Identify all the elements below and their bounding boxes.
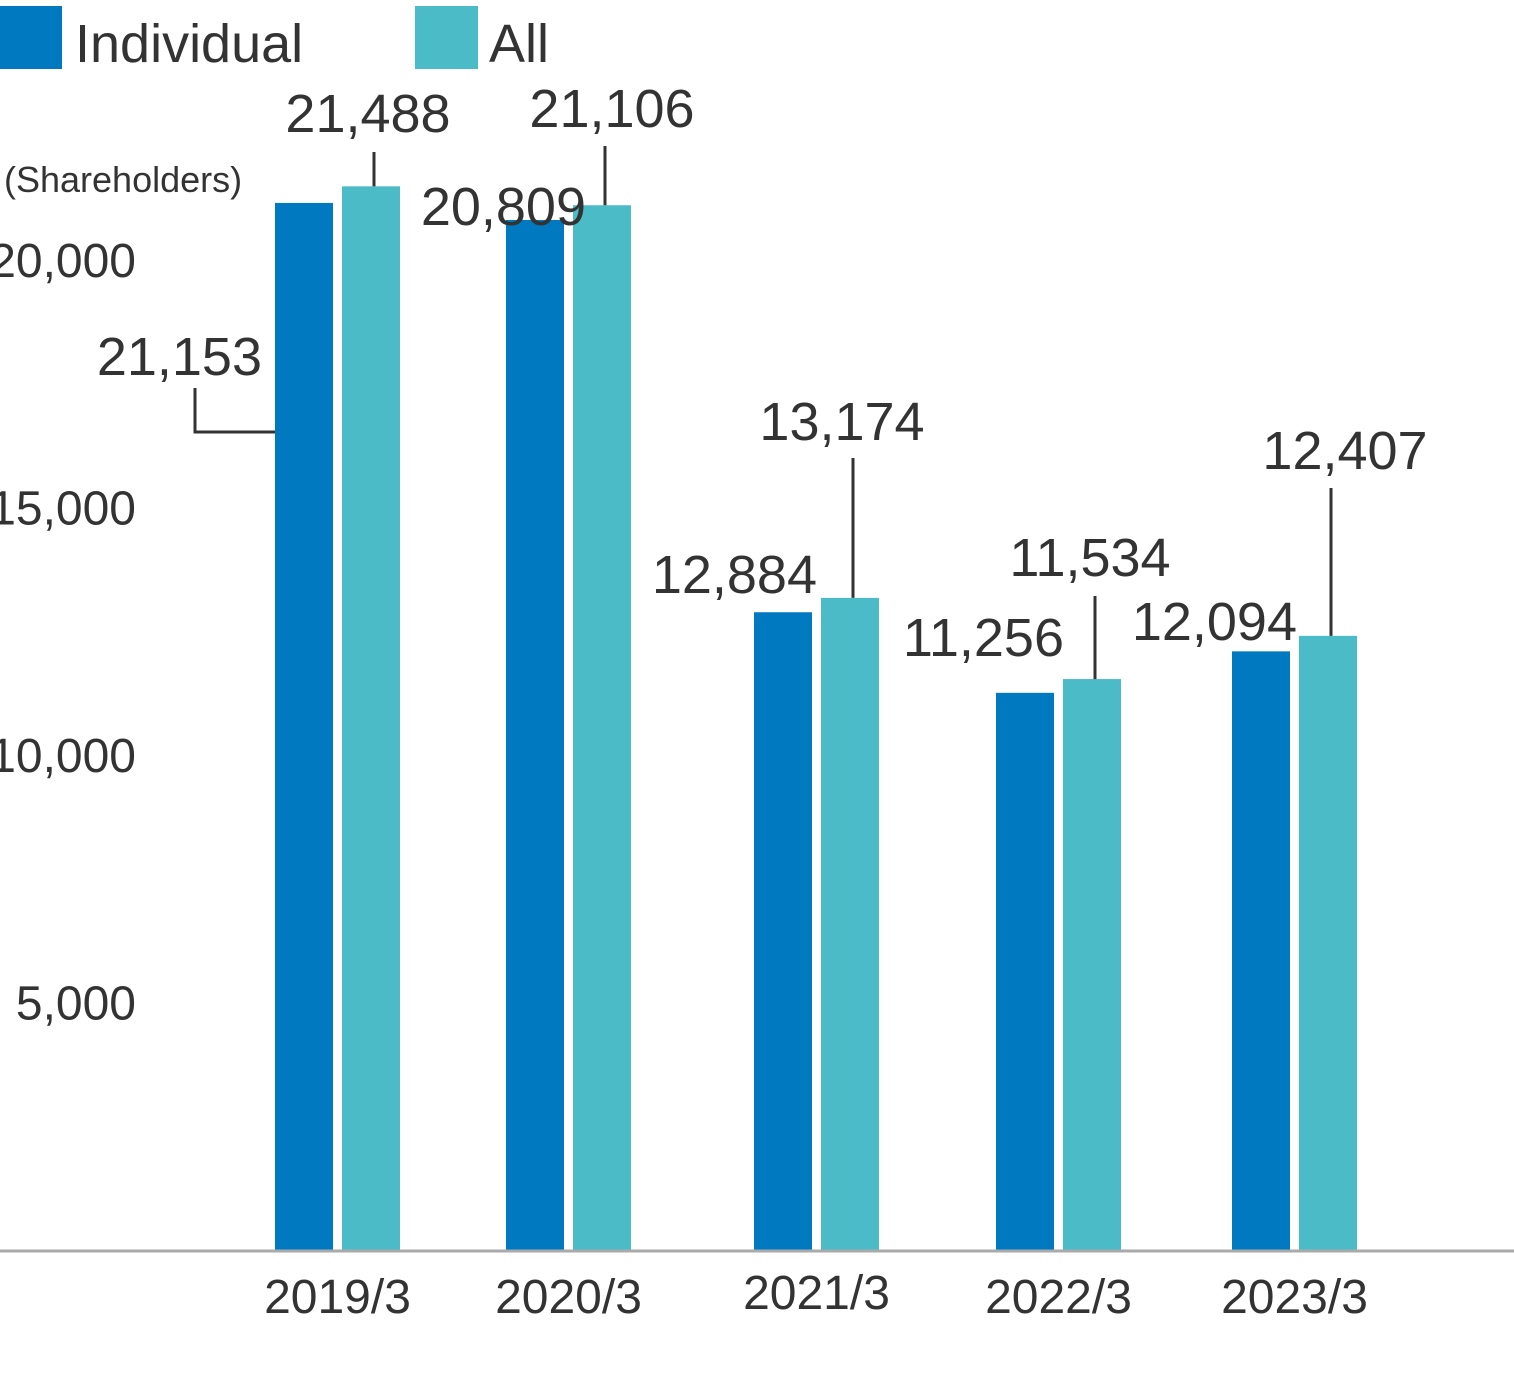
value-label-all: 21,106 [529, 79, 694, 139]
y-axis-ticks: 5,000 10,000 15,000 20,000 [0, 235, 136, 1031]
x-tick-label: 2021/3 [743, 1267, 890, 1320]
legend-label-individual: Individual [75, 14, 303, 74]
value-label-individual: 20,809 [421, 177, 586, 237]
value-labels: 21,153 20,809 12,884 11,256 12,094 21,488 21,1… [97, 79, 1428, 668]
y-axis-unit-label: (Shareholders) [4, 159, 242, 200]
bar-individual [754, 612, 812, 1250]
value-label-all: 12,407 [1262, 421, 1427, 481]
bar-all [573, 205, 631, 1250]
bar-all [342, 186, 400, 1250]
y-tick-label: 10,000 [0, 730, 136, 783]
value-label-individual: 21,153 [97, 327, 262, 387]
y-tick-label: 15,000 [0, 483, 136, 536]
legend-swatch-all [415, 6, 478, 69]
bar-individual [275, 202, 333, 1250]
x-axis-labels: 2019/3 2020/3 2021/3 2022/3 2023/3 [264, 1267, 1368, 1324]
bar-individual [1232, 651, 1290, 1250]
bar-all [821, 597, 879, 1250]
leader-lines [193, 146, 1333, 680]
x-tick-label: 2019/3 [264, 1271, 411, 1324]
value-label-individual: 12,094 [1132, 592, 1297, 652]
bar-individual [506, 219, 564, 1251]
bars [275, 186, 1357, 1251]
x-tick-label: 2022/3 [985, 1271, 1132, 1324]
bar-all [1063, 679, 1121, 1250]
value-label-individual: 12,884 [652, 545, 817, 605]
x-tick-label: 2023/3 [1221, 1271, 1368, 1324]
bar-individual [996, 692, 1054, 1250]
value-label-all: 11,534 [1009, 528, 1170, 588]
value-label-all: 21,488 [285, 84, 450, 144]
legend-swatch-individual [0, 6, 62, 69]
y-tick-label: 5,000 [16, 978, 136, 1031]
x-tick-label: 2020/3 [495, 1271, 642, 1324]
bar-all [1299, 635, 1357, 1250]
value-label-individual: 11,256 [903, 608, 1064, 668]
legend: Individual All [0, 6, 549, 74]
legend-label-all: All [489, 14, 549, 74]
leader-line [193, 388, 275, 434]
value-label-all: 13,174 [759, 392, 924, 452]
y-tick-label: 20,000 [0, 235, 136, 288]
